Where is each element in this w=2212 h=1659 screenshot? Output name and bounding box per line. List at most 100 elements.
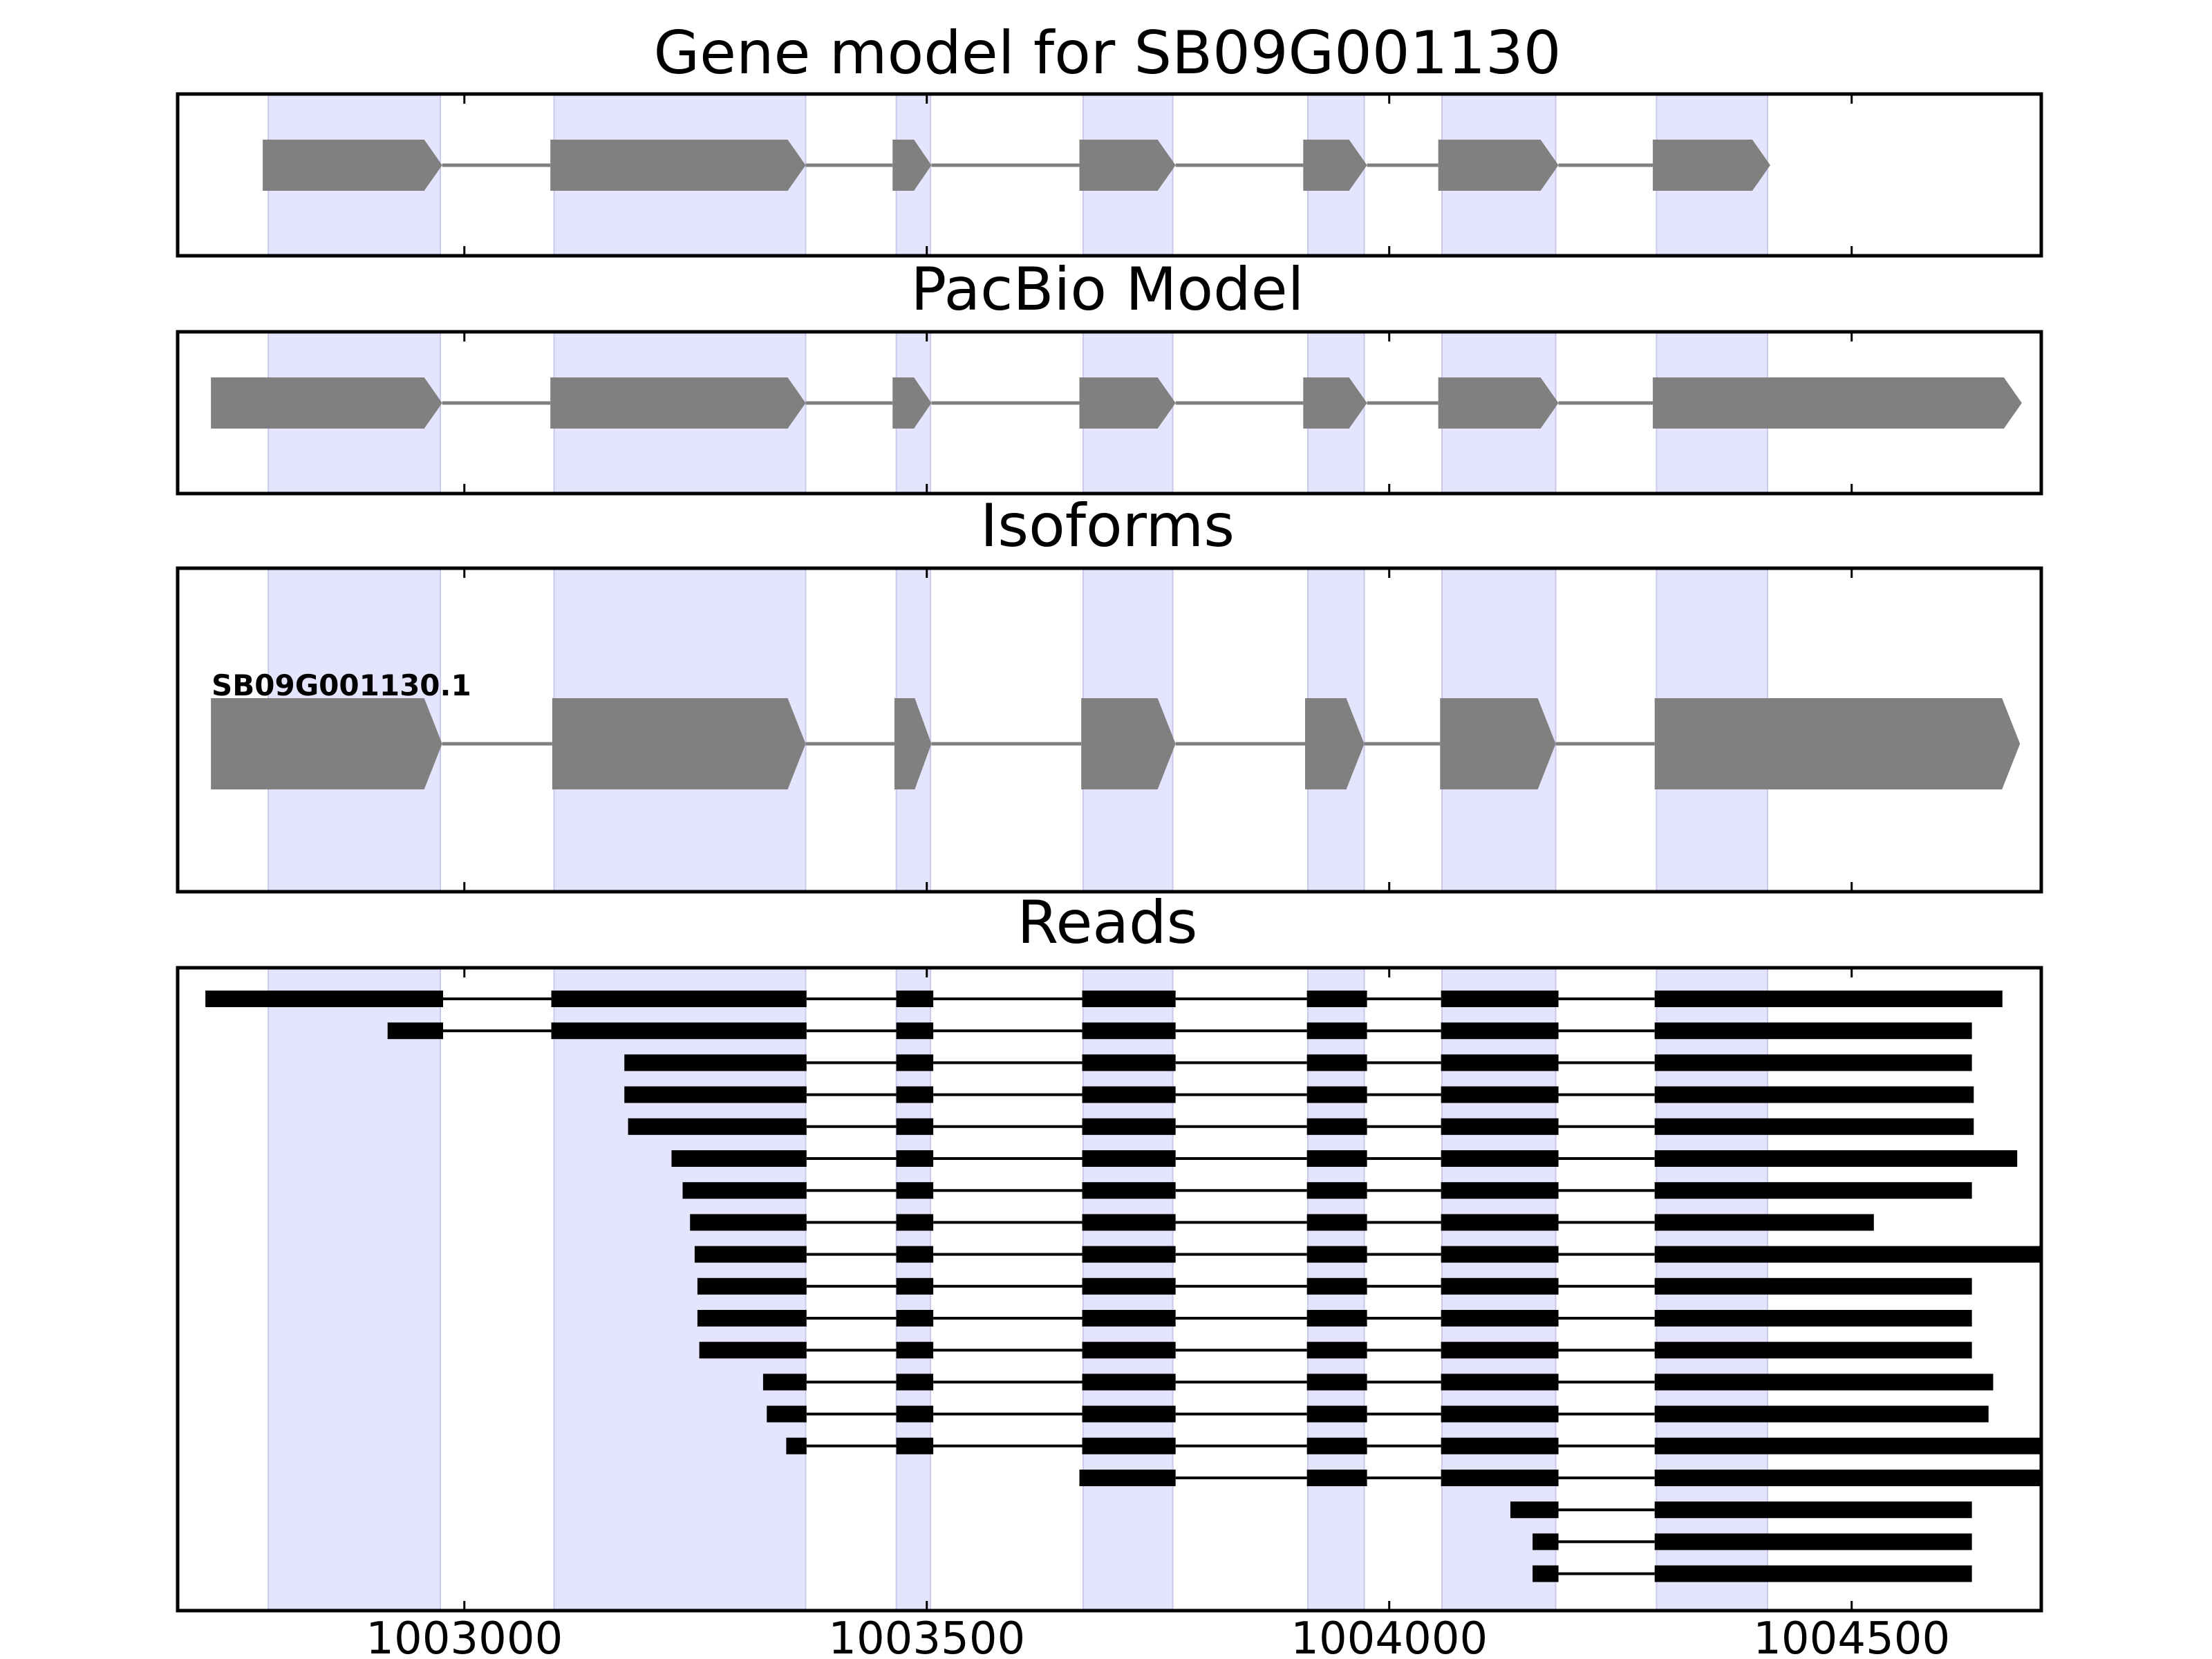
read-exon <box>896 1086 934 1103</box>
read-exon <box>762 1374 807 1391</box>
read-exon <box>1306 1277 1367 1295</box>
read-exon <box>896 1182 934 1199</box>
read-row <box>690 1214 1874 1231</box>
panel-title-reads: Reads <box>1018 888 1198 957</box>
x-tick-label: 1003500 <box>828 1613 1025 1659</box>
panel-frame <box>176 966 2043 1613</box>
read-exon <box>1082 1022 1176 1040</box>
panel-frame <box>176 330 2043 496</box>
read-exon <box>896 1118 934 1135</box>
read-exon <box>1082 1086 1176 1103</box>
read-row <box>1533 1533 1972 1550</box>
read-exon <box>1082 1118 1176 1135</box>
read-exon <box>1654 1437 2041 1454</box>
highlight-band <box>268 967 441 1611</box>
exon-feature <box>552 698 806 789</box>
exon-feature <box>1081 698 1176 789</box>
exon-feature <box>1654 698 2021 789</box>
read-exon <box>896 1437 934 1454</box>
exon-feature <box>550 377 806 429</box>
read-exon <box>1082 1214 1176 1231</box>
read-row <box>762 1374 1994 1391</box>
read-exon <box>690 1214 807 1231</box>
read-exon <box>1441 1118 1559 1135</box>
read-exon <box>1654 1310 1972 1327</box>
read-exon <box>697 1277 807 1295</box>
exon-feature <box>211 377 442 429</box>
exon-feature <box>1079 377 1176 429</box>
read-exon <box>786 1437 807 1454</box>
read-exon <box>1654 1214 1874 1231</box>
read-exon <box>896 1342 934 1359</box>
read-exon <box>896 1054 934 1071</box>
read-exon <box>1082 991 1176 1007</box>
read-exon <box>1082 1374 1176 1391</box>
read-row <box>1510 1501 1972 1519</box>
read-exon <box>1306 1342 1367 1359</box>
read-exon <box>1306 1182 1367 1199</box>
read-exon <box>1082 1405 1176 1423</box>
exon-feature <box>1079 140 1176 191</box>
x-tick-label: 1003000 <box>366 1613 563 1659</box>
read-exon <box>699 1342 807 1359</box>
read-exon <box>1654 1118 1974 1135</box>
read-exon <box>896 1374 934 1391</box>
read-exon <box>1654 1470 2041 1486</box>
read-exon <box>1654 1342 1972 1359</box>
panel-gene-model <box>176 92 2043 258</box>
read-exon <box>1533 1533 1559 1550</box>
read-exon <box>1306 1470 1367 1486</box>
read-exon <box>896 1310 934 1327</box>
isoform-label: SB09G001130.1 <box>212 668 471 702</box>
read-exon <box>694 1246 807 1263</box>
read-row <box>1079 1470 2041 1486</box>
read-exon <box>1306 1118 1367 1135</box>
exon-feature <box>1653 140 1770 191</box>
read-exon <box>1306 1086 1367 1103</box>
read-exon <box>1654 1022 1972 1040</box>
read-exon <box>551 1022 807 1040</box>
read-exon <box>896 1150 934 1167</box>
read-exon <box>896 1022 934 1040</box>
read-exon <box>205 991 443 1007</box>
read-exon <box>1441 1310 1559 1327</box>
read-exon <box>1306 1437 1367 1454</box>
read-exon <box>682 1182 807 1199</box>
read-exon <box>1082 1277 1176 1295</box>
read-row <box>205 991 2003 1007</box>
read-row <box>697 1277 1972 1295</box>
read-exon <box>1441 1086 1559 1103</box>
read-exon <box>896 1214 934 1231</box>
read-exon <box>1079 1470 1176 1486</box>
x-axis-tick-labels: 1003000 1003500 1004000 1004500 <box>366 1613 1950 1659</box>
read-exon <box>1510 1501 1559 1519</box>
read-exon <box>697 1310 807 1327</box>
read-exon <box>1306 1214 1367 1231</box>
read-exon <box>1306 1405 1367 1423</box>
read-exon <box>1654 991 2003 1007</box>
read-exon <box>1082 1054 1176 1071</box>
read-exon <box>1441 1150 1559 1167</box>
read-exon <box>767 1405 807 1423</box>
read-exon <box>1654 1182 1972 1199</box>
read-exon <box>1441 1214 1559 1231</box>
read-row <box>697 1310 1972 1327</box>
x-tick-label: 1004500 <box>1753 1613 1950 1659</box>
read-exon <box>1082 1310 1176 1327</box>
exon-feature <box>894 698 932 789</box>
read-exon <box>671 1150 807 1167</box>
read-row <box>1533 1565 1972 1582</box>
read-exon <box>896 1246 934 1263</box>
read-exon <box>1441 1437 1559 1454</box>
panel-title-isoforms: Isoforms <box>980 491 1235 561</box>
read-exon <box>551 991 807 1007</box>
panel-frame <box>176 566 2043 894</box>
panel-frame <box>176 92 2043 258</box>
read-row <box>767 1405 1989 1423</box>
read-row <box>624 1054 1972 1071</box>
read-exon <box>1306 1150 1367 1167</box>
read-exon <box>1654 1277 1972 1295</box>
read-exon <box>1306 1246 1367 1263</box>
read-exon <box>1441 1470 1559 1486</box>
read-exon <box>1441 991 1559 1007</box>
